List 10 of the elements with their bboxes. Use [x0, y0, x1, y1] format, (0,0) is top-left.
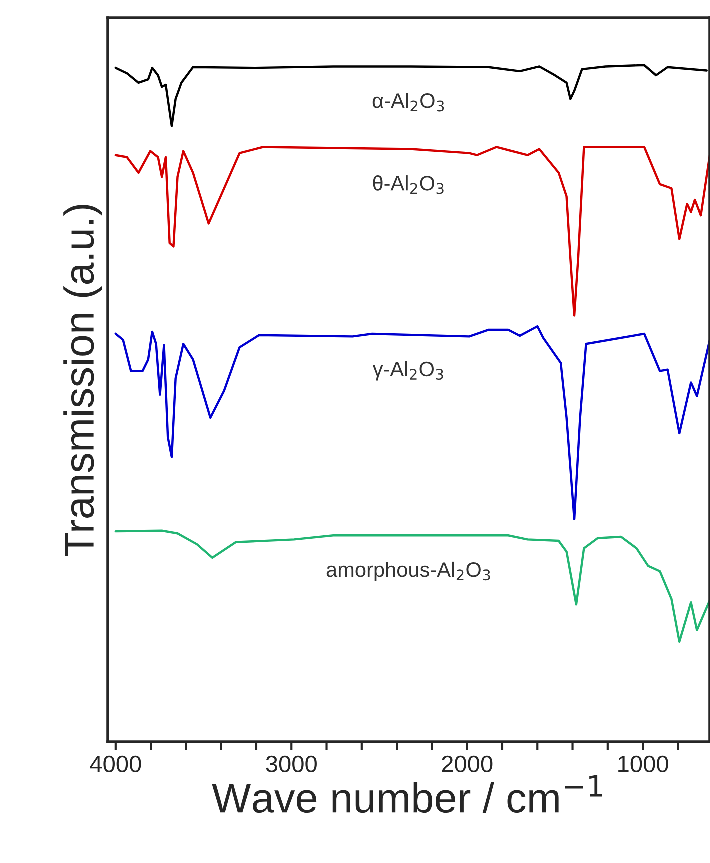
- x-tick-label: 4000: [90, 756, 142, 773]
- series-label: γ-Al$_{2}$O$_{3}$: [372, 361, 444, 381]
- series-label: amorphous-Al$_{2}$O$_{3}$: [326, 562, 490, 582]
- x-axis-title: Wave number / cm$^{−1}$: [212, 775, 602, 814]
- x-tick-label: 1000: [618, 756, 668, 773]
- x-tick-label: 3000: [266, 756, 317, 773]
- x-tick-label: 2000: [442, 756, 493, 773]
- series-label: α-Al$_{2}$O$_{3}$: [372, 93, 444, 112]
- series-label: θ-Al$_{2}$O$_{3}$: [373, 176, 444, 194]
- y-axis-title: Transmission (a.u.): [64, 205, 102, 557]
